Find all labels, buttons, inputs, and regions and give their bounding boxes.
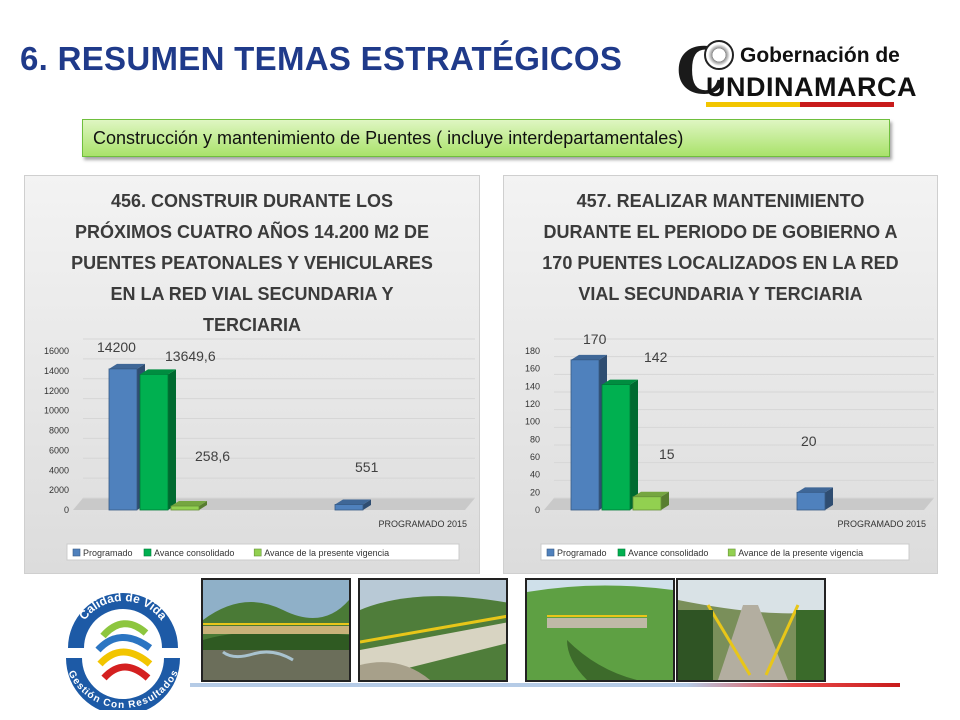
bar bbox=[601, 384, 631, 511]
logo-line2: UNDINAMARCA bbox=[706, 72, 917, 102]
legend-swatch bbox=[253, 548, 262, 557]
chart-title: 457. REALIZAR MANTENIMIENTO DURANTE EL P… bbox=[542, 191, 899, 304]
y-tick-label: 160 bbox=[525, 364, 540, 374]
bar-top bbox=[633, 491, 669, 497]
bridge-photo bbox=[676, 578, 826, 682]
bar-top bbox=[571, 354, 607, 360]
y-tick-label: 60 bbox=[530, 452, 540, 462]
logo-line1: Gobernación de bbox=[740, 44, 900, 67]
bar-top bbox=[797, 487, 833, 493]
data-label: 142 bbox=[644, 349, 668, 365]
legend-swatch bbox=[546, 548, 555, 557]
legend bbox=[66, 543, 460, 561]
page-title: 6. RESUMEN TEMAS ESTRATÉGICOS bbox=[20, 40, 623, 77]
y-tick-label: 12000 bbox=[44, 386, 69, 396]
y-tick-label: 4000 bbox=[49, 465, 69, 475]
data-label: 14200 bbox=[97, 339, 136, 355]
bar-top bbox=[171, 501, 207, 506]
bar bbox=[334, 504, 364, 511]
bar-top bbox=[602, 379, 638, 385]
y-tick-label: 6000 bbox=[49, 445, 69, 455]
legend-label: Avance consolidado bbox=[628, 548, 708, 558]
chart-plot: 0 20 40 60 80 100 120 140 160 180 170 20 142 15 PROGRA… bbox=[525, 331, 934, 561]
bar-side bbox=[363, 499, 371, 510]
bar bbox=[108, 368, 138, 511]
y-tick-label: 16000 bbox=[44, 346, 69, 356]
data-label: 15 bbox=[659, 446, 675, 462]
legend-swatch bbox=[727, 548, 736, 557]
legend-swatch bbox=[72, 548, 81, 557]
y-tick-label: 8000 bbox=[49, 426, 69, 436]
calidad-de-vida-logo: Calidad de Vida Gestión Con Resultados bbox=[58, 588, 188, 715]
bar bbox=[139, 373, 169, 511]
legend-label: Avance consolidado bbox=[154, 548, 234, 558]
data-label: 13649,6 bbox=[165, 348, 216, 364]
y-tick-label: 10000 bbox=[44, 406, 69, 416]
bar bbox=[170, 505, 200, 511]
y-tick-label: 20 bbox=[530, 487, 540, 497]
y-tick-label: 100 bbox=[525, 417, 540, 427]
bar-side bbox=[199, 501, 207, 510]
bar-side bbox=[825, 487, 833, 510]
bar-top bbox=[140, 369, 176, 375]
x-tick-label: PROGRAMADO 2015 bbox=[837, 519, 926, 529]
bar-side bbox=[168, 369, 176, 510]
data-label: 551 bbox=[355, 459, 379, 475]
bar bbox=[632, 496, 662, 511]
y-tick-label: 80 bbox=[530, 434, 540, 444]
chart-456: 456. CONSTRUIR DURANTE LOS PRÓXIMOS CUAT… bbox=[24, 175, 480, 574]
data-label: 20 bbox=[801, 433, 817, 449]
chart-plot: 0 2000 4000 6000 8000 10000 12000 14000 16000 142… bbox=[44, 338, 475, 561]
y-tick-label: 140 bbox=[525, 381, 540, 391]
y-tick-label: 0 bbox=[535, 505, 540, 515]
y-tick-label: 40 bbox=[530, 470, 540, 480]
gobernacion-logo: C Gobernación de UNDINAMARCA bbox=[676, 34, 916, 109]
bar-side bbox=[630, 379, 638, 510]
chart-title: 456. CONSTRUIR DURANTE LOS PRÓXIMOS CUAT… bbox=[71, 191, 433, 335]
legend-label: Programado bbox=[557, 548, 607, 558]
data-label: 258,6 bbox=[195, 448, 230, 464]
legend-label: Avance de la presente vigencia bbox=[264, 548, 389, 558]
bar-top bbox=[335, 499, 371, 505]
footer-stripe bbox=[190, 683, 900, 687]
legend bbox=[540, 543, 910, 561]
legend-label: Programado bbox=[83, 548, 133, 558]
seal-icon bbox=[704, 40, 734, 70]
legend-label: Avance de la presente vigencia bbox=[738, 548, 863, 558]
bar-top bbox=[109, 363, 145, 369]
x-tick-label: PROGRAMADO 2015 bbox=[378, 519, 467, 529]
data-label: 170 bbox=[583, 331, 607, 347]
logo-stripe bbox=[706, 102, 894, 107]
bridge-photo bbox=[201, 578, 351, 682]
y-tick-label: 180 bbox=[525, 346, 540, 356]
legend-swatch bbox=[143, 548, 152, 557]
bridge-photo bbox=[525, 578, 675, 682]
y-tick-label: 0 bbox=[64, 505, 69, 515]
bridge-photo bbox=[358, 578, 508, 682]
bar bbox=[570, 359, 600, 511]
topic-banner: Construcción y mantenimiento de Puentes … bbox=[82, 119, 890, 157]
bar-side bbox=[661, 491, 669, 510]
legend-swatch bbox=[617, 548, 626, 557]
y-tick-label: 120 bbox=[525, 399, 540, 409]
bar bbox=[796, 491, 826, 511]
y-tick-label: 14000 bbox=[44, 366, 69, 376]
y-tick-label: 2000 bbox=[49, 485, 69, 495]
chart-457: 457. REALIZAR MANTENIMIENTO DURANTE EL P… bbox=[503, 175, 938, 574]
